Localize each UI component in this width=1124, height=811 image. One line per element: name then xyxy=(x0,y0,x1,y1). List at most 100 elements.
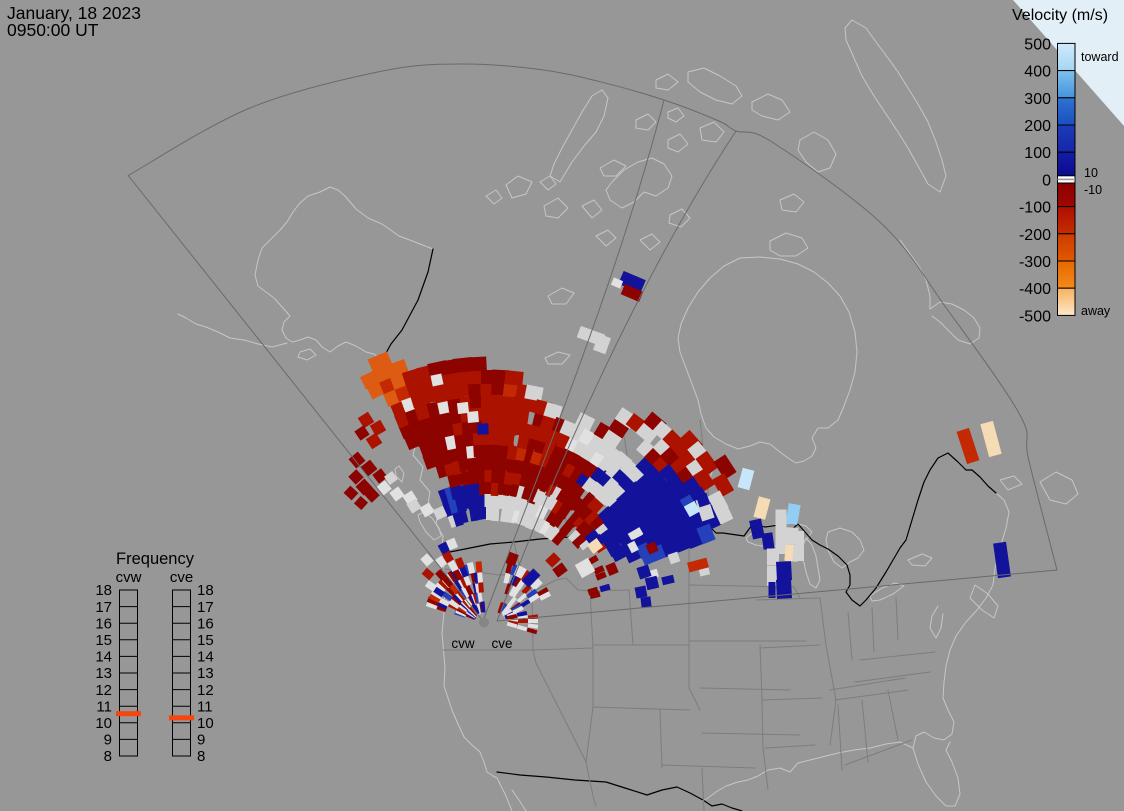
fov-cve-right xyxy=(496,569,1058,622)
velocity-cell xyxy=(520,598,532,608)
velocity-cell xyxy=(467,411,479,423)
island-kodiak xyxy=(297,348,317,361)
state-line-30 xyxy=(793,586,801,599)
frequency-tick-label: 13 xyxy=(95,665,112,682)
velocity-cell xyxy=(956,427,980,465)
velocity-cell xyxy=(459,575,469,589)
state-line-23 xyxy=(659,709,663,769)
island-somerset xyxy=(699,121,725,143)
velocity-cell xyxy=(445,585,457,597)
velocity-cell xyxy=(775,509,787,533)
island-anticosti xyxy=(999,475,1023,491)
state-line-42 xyxy=(854,671,931,683)
velocity-cell xyxy=(784,544,794,562)
colorbar-tick-label: 100 xyxy=(1024,145,1051,162)
frequency-tick-label: 12 xyxy=(95,682,112,699)
fov-cvw-right xyxy=(482,99,665,622)
colorbar-segment xyxy=(1057,260,1076,289)
velocity-cell xyxy=(425,600,439,610)
velocity-cell xyxy=(796,531,804,561)
velocity-cell xyxy=(453,579,465,591)
colorbar-segment xyxy=(1057,233,1076,262)
colorbar-segment xyxy=(1057,182,1076,208)
state-line-34 xyxy=(837,704,843,771)
velocity-cell xyxy=(608,417,630,439)
velocity-cell xyxy=(367,351,393,373)
velocity-cell xyxy=(584,510,602,528)
velocity-cell xyxy=(618,270,646,294)
velocity-cell xyxy=(528,619,538,623)
state-line-3 xyxy=(532,649,587,763)
velocity-cell xyxy=(636,564,652,580)
island-parry1 xyxy=(505,175,533,199)
state-line-9 xyxy=(532,647,594,651)
velocity-cell xyxy=(480,601,486,613)
velocity-cell xyxy=(419,502,435,518)
velocity-cell xyxy=(506,613,518,621)
velocity-cell xyxy=(435,568,447,582)
velocity-cell xyxy=(499,603,509,615)
coast-gulf-stlawrence xyxy=(992,492,1010,586)
velocity-cell xyxy=(526,627,538,635)
velocity-cell xyxy=(364,487,380,503)
velocity-cell xyxy=(354,425,370,441)
velocity-cell xyxy=(497,456,511,472)
velocity-cell xyxy=(447,559,459,573)
velocity-cell xyxy=(506,621,518,629)
velocity-cell xyxy=(683,500,701,518)
island-ellesmere xyxy=(687,67,743,105)
frequency-tick-label: 14 xyxy=(95,649,112,666)
velocity-cell xyxy=(711,472,735,498)
velocity-cell xyxy=(546,526,562,542)
velocity-cell xyxy=(372,468,388,484)
velocity-cell xyxy=(601,428,623,450)
velocity-cell xyxy=(534,503,550,521)
colorbar-tick-labels: 500 400 300 200 100 0 -100 -200 -300 -400 -500 xyxy=(1019,36,1051,325)
frequency-panel-title: Frequency xyxy=(116,550,195,568)
velocity-cell xyxy=(516,610,528,618)
radar-site-labels: cvw cve xyxy=(451,636,512,651)
state-line-8 xyxy=(589,590,594,649)
velocity-cell xyxy=(442,576,454,588)
date-label: January, 18 2023 xyxy=(7,3,141,23)
radar-fov-layer xyxy=(127,63,1058,628)
velocity-cell xyxy=(501,604,511,616)
velocity-cell xyxy=(538,591,552,601)
velocity-cell xyxy=(343,485,359,501)
state-line-6 xyxy=(531,577,591,593)
colorbar-segment xyxy=(1057,151,1076,177)
frequency-tick-label: 18 xyxy=(95,582,112,599)
velocity-cell xyxy=(477,423,489,435)
state-line-40 xyxy=(895,597,899,641)
velocity-cell xyxy=(624,546,642,564)
velocity-cell xyxy=(687,557,709,573)
colorbar-tick-label: 0 xyxy=(1042,172,1051,189)
island-parry3 xyxy=(581,199,603,219)
velocity-cell xyxy=(776,561,792,581)
island-haidagwaii xyxy=(394,465,405,483)
velocity-cell xyxy=(531,579,543,591)
velocity-cell xyxy=(667,551,681,565)
colorbar-away-label: away xyxy=(1081,304,1111,318)
velocity-cell xyxy=(389,486,405,502)
velocity-cell xyxy=(516,624,528,632)
velocity-cell xyxy=(437,597,451,607)
velocity-cell xyxy=(524,513,538,531)
velocity-cell xyxy=(452,592,464,604)
velocity-cell xyxy=(478,581,484,593)
state-line-32 xyxy=(829,677,906,691)
velocity-cell xyxy=(712,501,734,525)
velocity-cell xyxy=(445,537,459,551)
velocity-cell xyxy=(486,506,494,520)
state-line-27 xyxy=(759,644,821,649)
island-parry2 xyxy=(543,197,569,219)
velocity-cell xyxy=(602,513,622,533)
velocity-cell xyxy=(635,421,659,445)
coast-east-us xyxy=(912,584,994,807)
velocity-cell xyxy=(420,553,434,567)
velocity-cell xyxy=(993,541,1011,579)
island-vancouver xyxy=(417,511,442,541)
velocity-cell xyxy=(761,532,775,550)
velocity-cell xyxy=(695,492,711,508)
island-baffin-west xyxy=(797,131,837,173)
